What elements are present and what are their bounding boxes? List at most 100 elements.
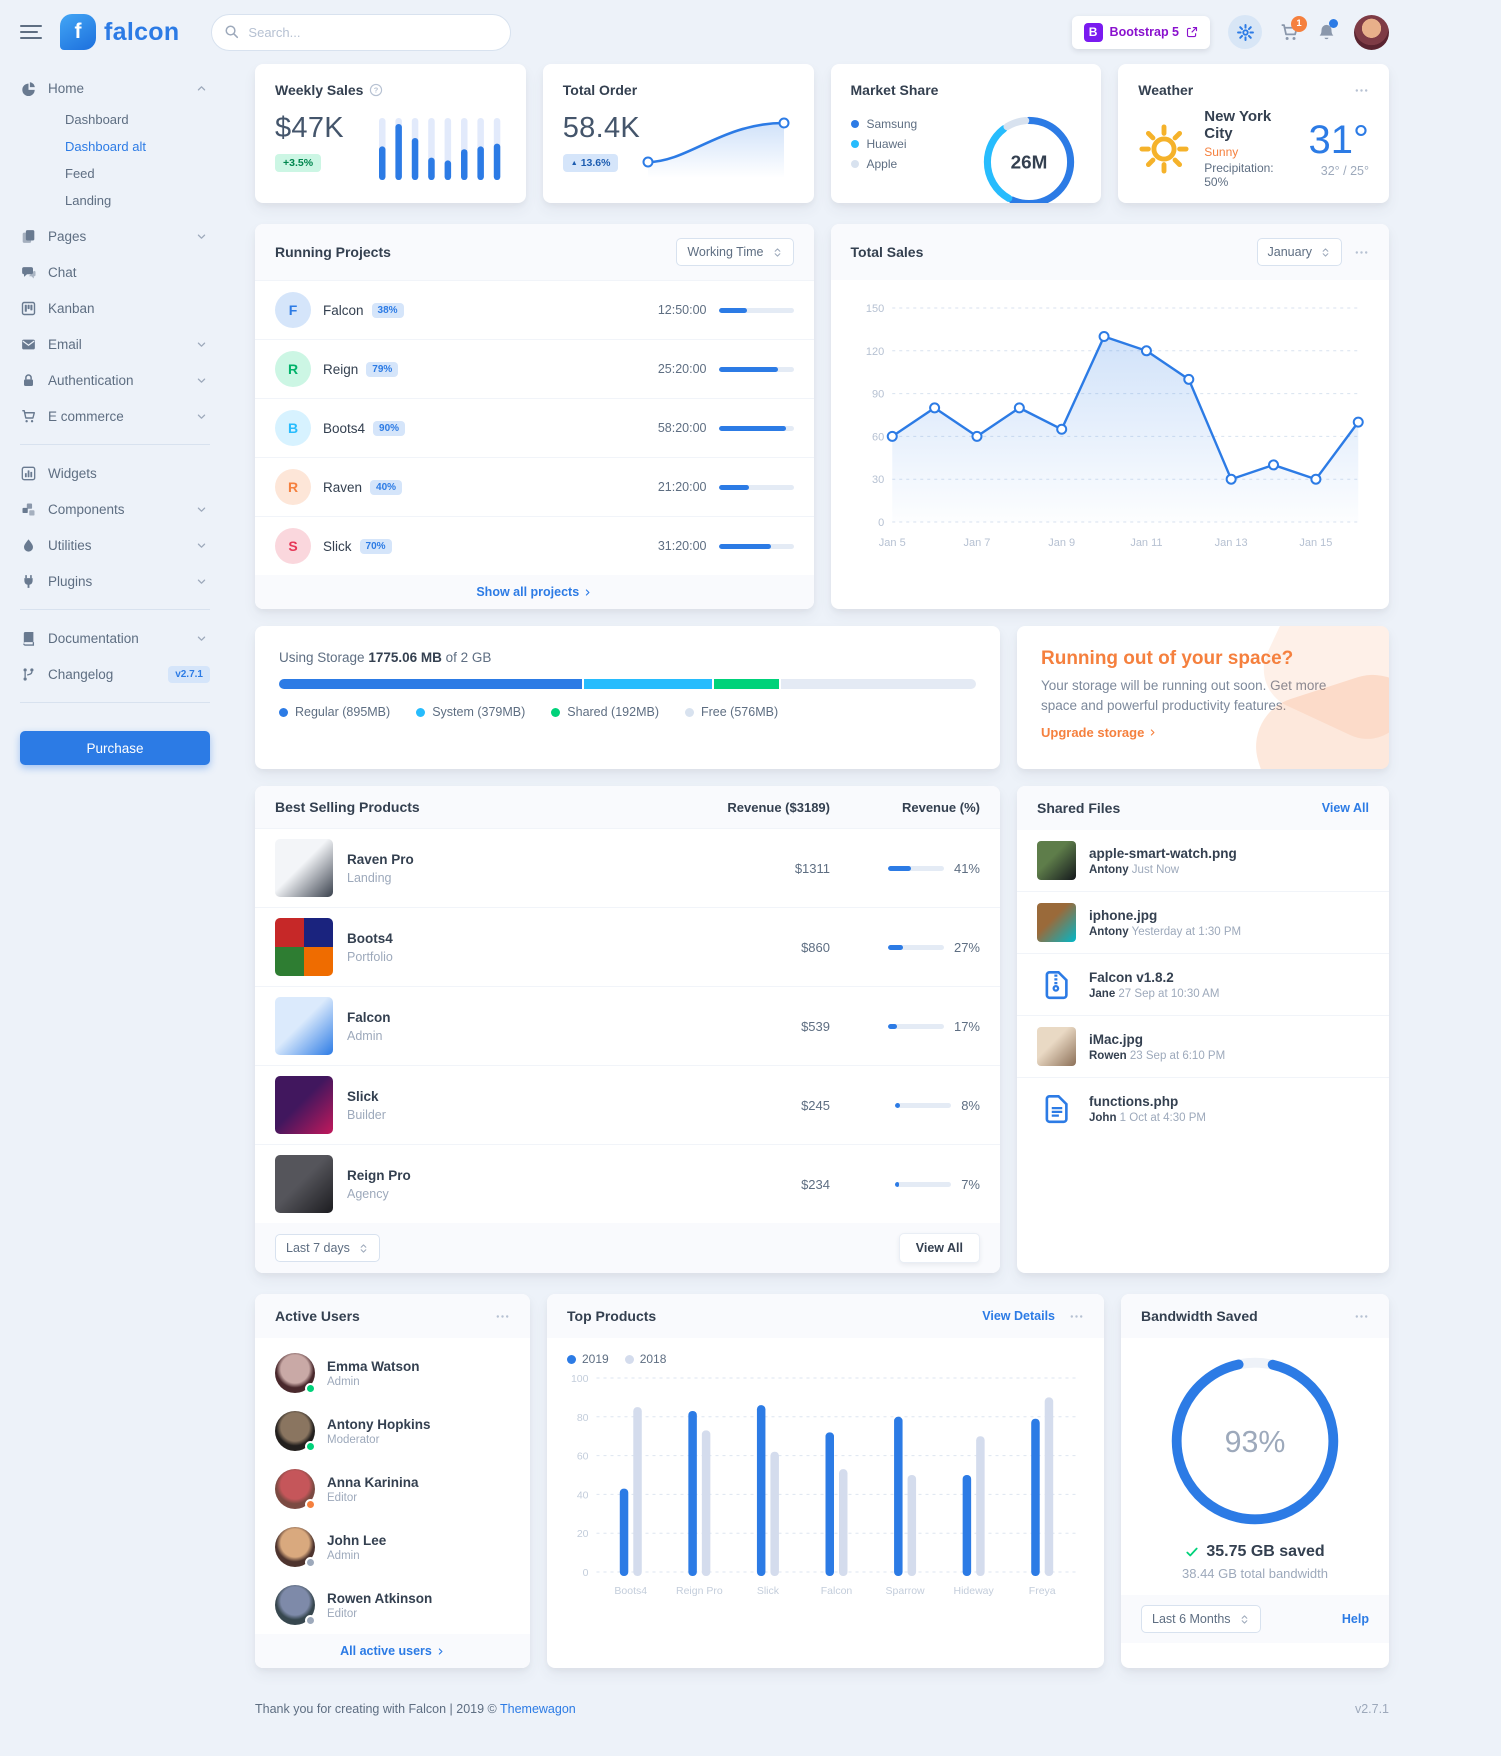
user-name[interactable]: Antony Hopkins [327,1416,431,1432]
sidebar-item-email[interactable]: Email [20,326,210,362]
upgrade-storage-link[interactable]: Upgrade storage [1041,725,1157,740]
notifications-button[interactable] [1317,18,1338,42]
product-revenue: $860 [801,939,830,955]
legend-item-2019[interactable]: 2019 [567,1352,609,1366]
user-name[interactable]: John Lee [327,1532,387,1548]
settings-gear-button[interactable] [1228,15,1262,49]
sidebar-item-e-commerce[interactable]: E commerce [20,398,210,434]
view-all-button[interactable]: View All [898,1233,980,1263]
sidebar-subitem-feed[interactable]: Feed [65,166,95,181]
weather-menu-button[interactable] [1354,83,1369,98]
cart-button[interactable]: 1 [1280,15,1307,42]
bootstrap-5-badge[interactable]: B Bootstrap 5 [1071,15,1210,49]
help-link[interactable]: Help [1341,1612,1369,1626]
product-name[interactable]: Falcon [347,1009,391,1025]
user-name[interactable]: Rowen Atkinson [327,1590,433,1606]
user-avatar[interactable] [275,1353,316,1394]
project-progress-bar [718,307,794,313]
weather-city: New York City [1204,108,1272,142]
file-name[interactable]: iphone.jpg [1089,907,1158,923]
working-time-select[interactable]: Working Time [676,238,794,266]
user-avatar[interactable] [275,1585,316,1626]
project-name[interactable]: Falcon [323,302,364,318]
product-name[interactable]: Boots4 [347,930,393,946]
project-progress-bar [718,366,794,372]
last-6-months-select[interactable]: Last 6 Months [1141,1605,1261,1633]
sidebar-item-plugins[interactable]: Plugins [20,563,210,599]
help-circle-icon[interactable]: ? [369,83,383,97]
sidebar-item-pages[interactable]: Pages [20,218,210,254]
sidebar-toggle-icon[interactable] [20,25,42,39]
sidebar-item-documentation[interactable]: Documentation [20,620,210,656]
top-products-menu-button[interactable] [1069,1309,1084,1324]
storage-legend-item: Regular (895MB) [279,705,390,719]
project-name[interactable]: Raven [323,479,363,495]
last-7-days-select[interactable]: Last 7 days [275,1234,380,1262]
product-revenue: $234 [801,1176,830,1192]
product-name[interactable]: Raven Pro [347,851,414,867]
progress-fill [887,865,911,871]
project-row-right: 31:20:00 [658,539,794,553]
external-link-icon [1186,26,1198,38]
themewagon-link[interactable]: Themewagon [500,1702,576,1716]
view-details-link[interactable]: View Details [982,1309,1055,1323]
all-active-users-link[interactable]: All active users [340,1644,445,1658]
sidebar-subitem-dashboard-alt[interactable]: Dashboard alt [65,139,146,154]
user-avatar[interactable] [275,1469,316,1510]
search-input[interactable] [211,13,512,51]
sidebar-item-label: Email [48,336,82,352]
storage-segment-1 [583,679,713,689]
sidebar-item-authentication[interactable]: Authentication [20,362,210,398]
user-avatar[interactable] [1354,14,1389,50]
sidebar-item-components[interactable]: Components [20,491,210,527]
bandwidth-menu-button[interactable] [1354,1309,1369,1324]
show-all-projects-link[interactable]: Show all projects [476,585,592,599]
product-name[interactable]: Slick [347,1088,379,1104]
falcon-logo[interactable]: f falcon [60,14,179,50]
sidebar-item-chat[interactable]: Chat [20,254,210,290]
sidebar-item-changelog[interactable]: Changelog v2.7.1 [20,656,210,692]
shared-file-row: apple-smart-watch.png Antony Just Now [1017,830,1389,891]
user-name[interactable]: Emma Watson [327,1358,420,1374]
sidebar-item-home[interactable]: Home [20,70,210,106]
user-name[interactable]: Anna Karinina [327,1474,419,1490]
sidebar-subitem-landing[interactable]: Landing [65,193,112,208]
plug-icon [20,574,37,589]
product-info: Falcon Admin [347,1010,391,1043]
sidebar-subitem-dashboard[interactable]: Dashboard [65,112,129,127]
shared-files-view-all-link[interactable]: View All [1321,801,1369,815]
filetext-file-icon [1037,1089,1076,1128]
project-time: 21:20:00 [657,480,707,494]
user-info: Emma Watson Admin [327,1359,420,1388]
svg-text:Hideway: Hideway [954,1585,995,1597]
total-sales-menu-button[interactable] [1354,245,1369,260]
user-avatar[interactable] [275,1411,316,1452]
sidebar-item-label: Pages [48,228,87,244]
weather-card: Weather New York City Sunny Precipitatio… [1118,64,1389,203]
project-name[interactable]: Boots4 [323,420,366,436]
file-name[interactable]: functions.php [1089,1093,1179,1109]
month-select[interactable]: January [1256,238,1342,266]
product-name[interactable]: Reign Pro [347,1167,411,1183]
weather-title: Weather [1138,82,1194,98]
thumb-tile [275,947,304,976]
sidebar-item-widgets[interactable]: Widgets [20,455,210,491]
project-name[interactable]: Slick [323,538,352,554]
sidebar-item-kanban[interactable]: Kanban [20,290,210,326]
user-info: Rowen Atkinson Editor [327,1591,432,1620]
shared-file-row: iphone.jpg Antony Yesterday at 1:30 PM [1017,891,1389,953]
project-name[interactable]: Reign [323,361,359,377]
chevron-down-icon [193,339,210,350]
user-avatar[interactable] [275,1527,316,1568]
footer-version: v2.7.1 [1354,1702,1389,1716]
file-name[interactable]: iMac.jpg [1089,1031,1144,1047]
file-name[interactable]: Falcon v1.8.2 [1089,969,1174,985]
sidebar-item-utilities[interactable]: Utilities [20,527,210,563]
file-name[interactable]: apple-smart-watch.png [1089,845,1237,861]
file-info: iphone.jpg Antony Yesterday at 1:30 PM [1089,908,1241,938]
revenue-pct-bar [887,944,944,950]
total-sales-title: Total Sales [850,244,924,260]
legend-item-2018[interactable]: 2018 [624,1352,666,1366]
active-users-menu-button[interactable] [495,1309,510,1324]
purchase-button[interactable]: Purchase [20,731,210,765]
